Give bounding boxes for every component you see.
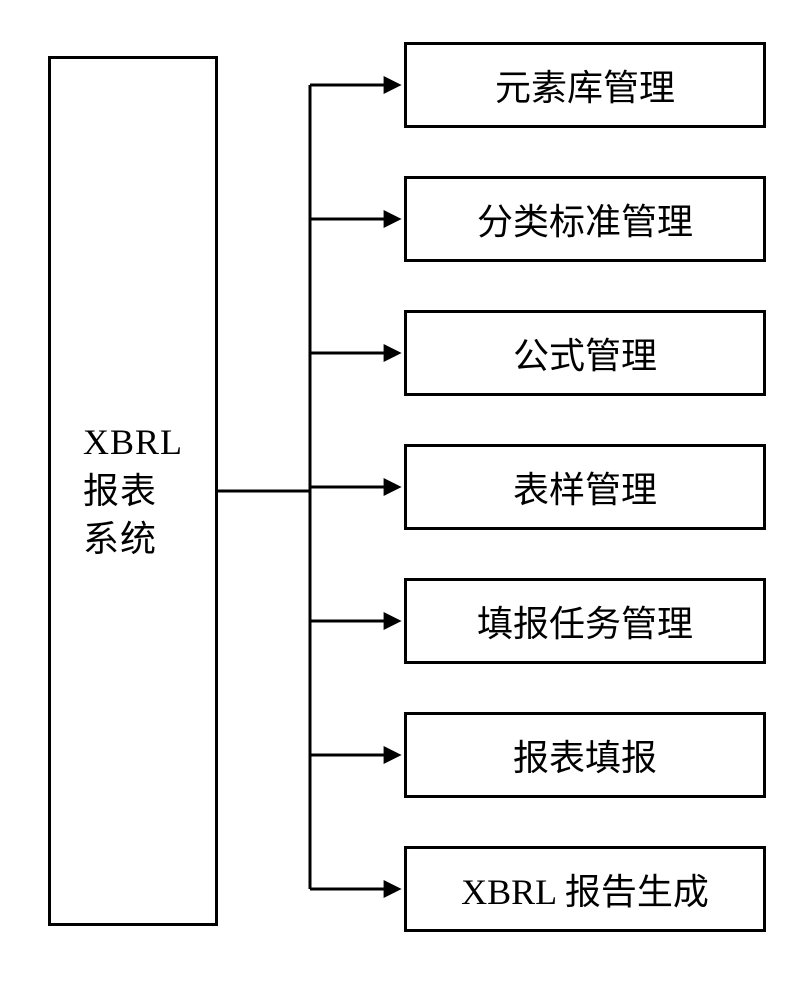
module-box-formula: 公式管理 (404, 310, 766, 396)
module-box-fill: 报表填报 (404, 712, 766, 798)
module-box-report-gen: XBRL 报告生成 (404, 846, 766, 932)
module-label-taxonomy: 分类标准管理 (477, 193, 693, 245)
module-box-task: 填报任务管理 (404, 578, 766, 664)
module-box-elem-lib: 元素库管理 (404, 42, 766, 128)
module-box-taxonomy: 分类标准管理 (404, 176, 766, 262)
root-box: XBRL 报表 系统 (48, 56, 218, 926)
module-label-elem-lib: 元素库管理 (495, 59, 675, 111)
module-label-template: 表样管理 (513, 461, 657, 513)
module-label-task: 填报任务管理 (477, 595, 693, 647)
module-label-formula: 公式管理 (513, 327, 657, 379)
module-box-template: 表样管理 (404, 444, 766, 530)
xbrl-system-diagram: XBRL 报表 系统 元素库管理分类标准管理公式管理表样管理填报任务管理报表填报… (0, 0, 805, 1000)
root-label: XBRL 报表 系统 (83, 418, 183, 564)
module-label-fill: 报表填报 (513, 729, 657, 781)
module-label-report-gen: XBRL 报告生成 (461, 863, 709, 915)
